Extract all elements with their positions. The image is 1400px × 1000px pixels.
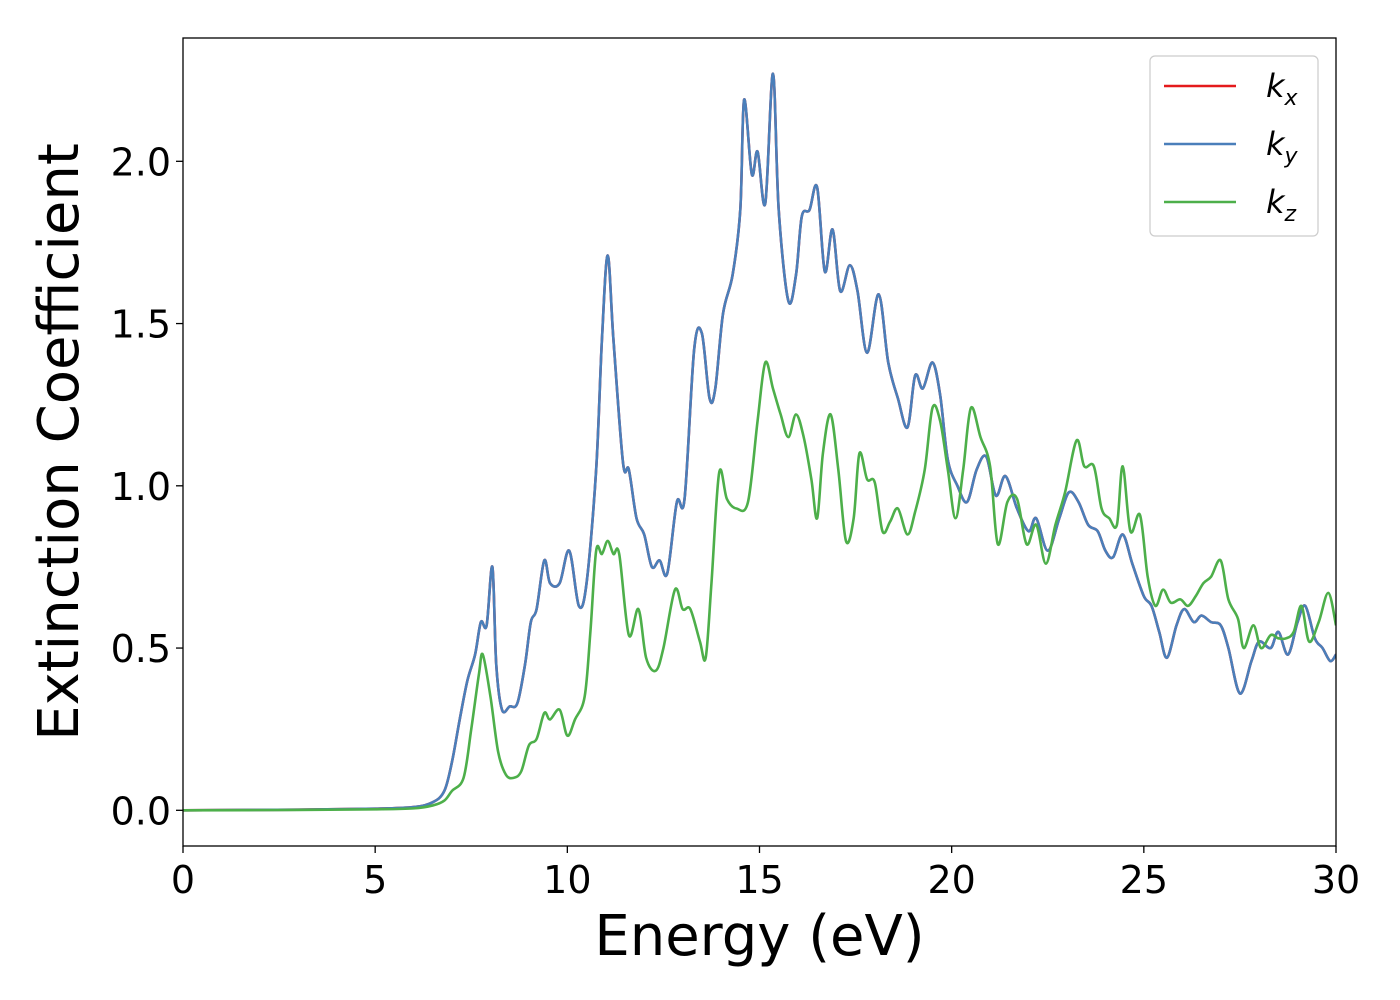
x-tick-label: 15 xyxy=(735,858,783,902)
legend: kx ky kz xyxy=(1149,55,1319,237)
x-axis: 0 5 10 15 20 25 30 xyxy=(171,846,1360,902)
x-tick-label: 25 xyxy=(1120,858,1168,902)
x-tick-label: 5 xyxy=(363,858,387,902)
legend-label-x: kx xyxy=(1266,67,1299,111)
y-axis: 0.0 0.5 1.0 1.5 2.0 xyxy=(111,140,183,833)
series-line-y xyxy=(183,72,1336,812)
x-axis-label: Energy (eV) xyxy=(594,904,924,969)
legend-label-y: ky xyxy=(1266,125,1299,169)
x-tick-label: 0 xyxy=(171,858,195,902)
legend-label-z: kz xyxy=(1266,183,1297,227)
x-tick-label: 30 xyxy=(1312,858,1360,902)
y-tick-label: 1.0 xyxy=(111,465,171,509)
y-tick-label: 1.5 xyxy=(111,303,171,347)
y-tick-label: 0.5 xyxy=(111,627,171,671)
legend-box xyxy=(1149,55,1319,237)
series-line-z xyxy=(183,360,1336,812)
x-tick-label: 10 xyxy=(543,858,591,902)
series-layer xyxy=(183,72,1336,812)
y-axis-label: Extinction Coefficient xyxy=(27,143,92,741)
y-tick-label: 2.0 xyxy=(111,140,171,184)
y-tick-label: 0.0 xyxy=(111,789,171,833)
x-tick-label: 20 xyxy=(927,858,975,902)
